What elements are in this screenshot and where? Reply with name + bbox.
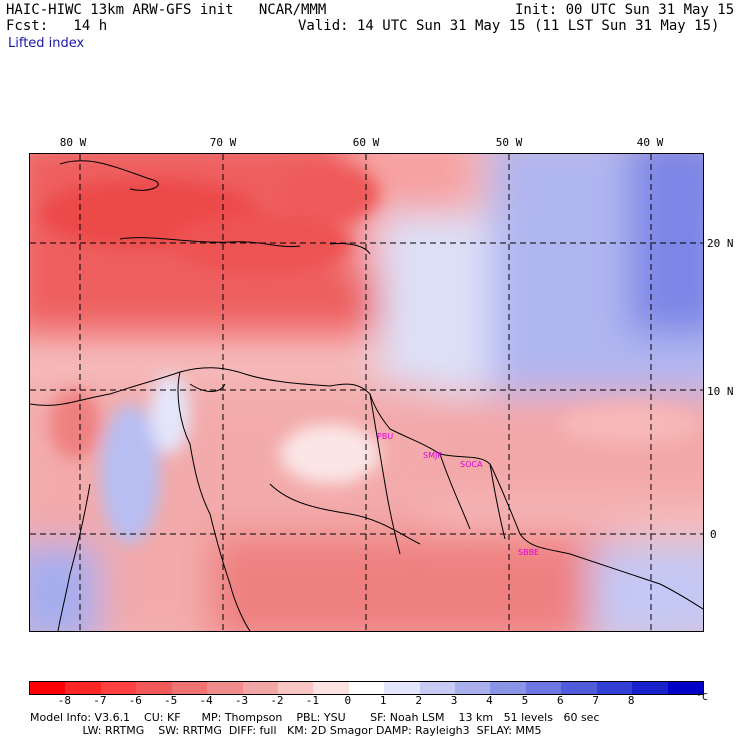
field-details: [40, 164, 700, 544]
colorbar-segment: [525, 682, 562, 694]
colorbar-segment: [490, 682, 526, 694]
colorbar-label: -7: [93, 694, 107, 707]
colorbar-segment: [632, 682, 668, 694]
colorbar-label: -4: [199, 694, 213, 707]
colorbar-label: 2: [415, 694, 422, 707]
colorbar-label: 1: [379, 694, 387, 707]
footer-model-info: Model Info: V3.6.1 CU: KF MP: Thompson P…: [30, 711, 600, 724]
colorbar-segment: [30, 682, 66, 694]
lon-label-50w: 50 W: [495, 136, 523, 149]
colorbar-label: 8: [627, 694, 635, 707]
colorbar-segment: [277, 682, 314, 694]
colorbar-label: 7: [592, 694, 600, 707]
lat-label-20n: 20 N: [707, 237, 734, 250]
header-line1-left: HAIC-HIWC 13km ARW-GFS init NCAR/MMM: [6, 2, 327, 18]
colorbar-segment: [100, 682, 137, 694]
map-panel: [29, 153, 704, 632]
lat-label-10n: 10 N: [707, 385, 734, 398]
colorbar-label: -1: [305, 694, 319, 707]
colorbar-segment: [313, 682, 349, 694]
colorbar-label: 5: [521, 694, 529, 707]
colorbar-label: -6: [128, 694, 142, 707]
colorbar-label: 0: [344, 694, 352, 707]
lon-label-60w: 60 W: [352, 136, 380, 149]
header-line1-right: Init: 00 UTC Sun 31 May 15: [515, 2, 735, 18]
colorbar-label: -8: [57, 694, 72, 707]
colorbar-label: -3: [234, 694, 249, 707]
colorbar: [29, 681, 704, 695]
colorbar-segment: [171, 682, 208, 694]
lon-label-70w: 70 W: [209, 136, 237, 149]
colorbar-segment: [207, 682, 243, 694]
colorbar-label: 6: [557, 694, 564, 707]
colorbar-label: 4: [486, 694, 493, 707]
station-label: SOCA: [460, 460, 483, 469]
header-line2-left: Fcst: 14 h: [6, 18, 108, 34]
colorbar-segment: [561, 682, 597, 694]
station-label: SBBE: [518, 548, 540, 557]
lon-label-40w: 40 W: [636, 136, 664, 149]
colorbar-segment: [384, 682, 420, 694]
colorbar-label: -5: [164, 694, 178, 707]
station-label: SMJP: [423, 451, 443, 460]
colorbar-label: -2: [270, 694, 284, 707]
colorbar-segment: [242, 682, 278, 694]
lat-label-0: 0: [710, 528, 717, 541]
colorbar-unit: °C: [696, 692, 709, 703]
colorbar-segment: [455, 682, 491, 694]
lon-label-80w: 80 W: [59, 136, 87, 149]
colorbar-segment: [65, 682, 101, 694]
footer-physics-info: LW: RRTMG SW: RRTMG DIFF: full KM: 2D Sm…: [30, 724, 542, 737]
colorbar-segment: [348, 682, 385, 694]
colorbar-segment: [667, 682, 704, 694]
colorbar-segment: [136, 682, 172, 694]
station-label: PBU: [377, 432, 394, 441]
lat-lon-grid: [30, 154, 703, 631]
colorbar-segment: [419, 682, 456, 694]
field-title: Lifted index: [8, 36, 85, 51]
colorbar-label: 3: [450, 694, 458, 707]
header-line2-right: Valid: 14 UTC Sun 31 May 15 (11 LST Sun …: [298, 18, 720, 34]
lifted-index-map: [30, 154, 703, 631]
colorbar-segment: [596, 682, 633, 694]
